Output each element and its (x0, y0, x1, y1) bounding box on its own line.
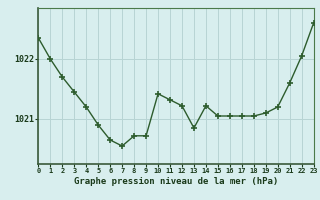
X-axis label: Graphe pression niveau de la mer (hPa): Graphe pression niveau de la mer (hPa) (74, 177, 278, 186)
